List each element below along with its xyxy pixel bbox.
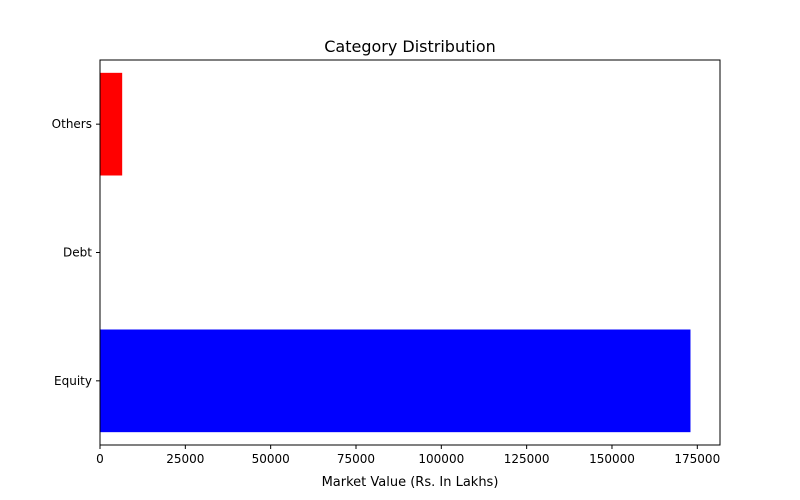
- x-tick-label: 125000: [504, 452, 550, 466]
- x-axis-ticks: 0 25000 50000 75000 100000 125000 150000 175000: [96, 445, 720, 466]
- bar-others: [100, 72, 123, 176]
- y-tick-label: Debt: [63, 246, 92, 260]
- x-tick-label: 75000: [337, 452, 375, 466]
- y-tick-label: Equity: [54, 374, 92, 388]
- x-tick-label: 100000: [418, 452, 464, 466]
- chart-title: Category Distribution: [324, 37, 496, 56]
- x-tick-label: 175000: [674, 452, 720, 466]
- x-tick-label: 150000: [589, 452, 635, 466]
- bar-equity: [100, 329, 691, 433]
- bars-group: [100, 72, 691, 433]
- x-tick-label: 0: [96, 452, 104, 466]
- x-axis-label: Market Value (Rs. In Lakhs): [322, 475, 499, 490]
- x-tick-label: 50000: [252, 452, 290, 466]
- y-axis-ticks: Equity Debt Others: [52, 117, 100, 388]
- x-tick-label: 25000: [166, 452, 204, 466]
- y-tick-label: Others: [52, 117, 92, 131]
